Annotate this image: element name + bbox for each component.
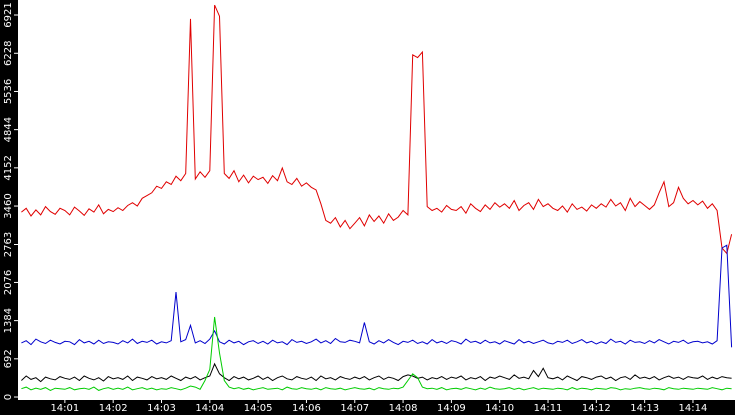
series-line (21, 362, 732, 383)
y-tick-label: 4152 (3, 155, 14, 180)
y-tick-label: 3460 (3, 193, 14, 218)
x-tick-label: 14:14 (679, 403, 708, 414)
y-tick-label: 1384 (3, 308, 14, 333)
y-axis-strip (0, 0, 18, 415)
y-tick-label: 6921 (3, 2, 14, 27)
x-tick-label: 14:01 (50, 403, 79, 414)
y-tick-label: 2076 (3, 270, 14, 295)
x-tick-label: 14:02 (99, 403, 128, 414)
x-tick-label: 14:09 (437, 403, 466, 414)
x-axis-strip (0, 400, 735, 415)
y-tick-label: 6228 (3, 41, 14, 66)
y-tick-label: 4844 (3, 117, 14, 142)
y-tick-label: 692 (3, 349, 14, 368)
x-tick-label: 14:12 (582, 403, 611, 414)
x-tick-label: 14:06 (292, 403, 321, 414)
y-tick-label: 5536 (3, 79, 14, 104)
x-tick-label: 14:08 (389, 403, 418, 414)
x-tick-label: 14:13 (630, 403, 659, 414)
x-tick-label: 14:03 (147, 403, 176, 414)
y-tick-label: 0 (3, 394, 14, 400)
x-tick-label: 14:05 (244, 403, 273, 414)
x-tick-label: 14:10 (485, 403, 514, 414)
y-tick-label: 2763 (3, 232, 14, 257)
x-tick-label: 14:11 (534, 403, 563, 414)
x-tick-label: 14:04 (195, 403, 224, 414)
series-line (21, 244, 733, 348)
x-tick-label: 14:07 (340, 403, 369, 414)
series-line (21, 316, 732, 391)
series-line (21, 4, 733, 255)
